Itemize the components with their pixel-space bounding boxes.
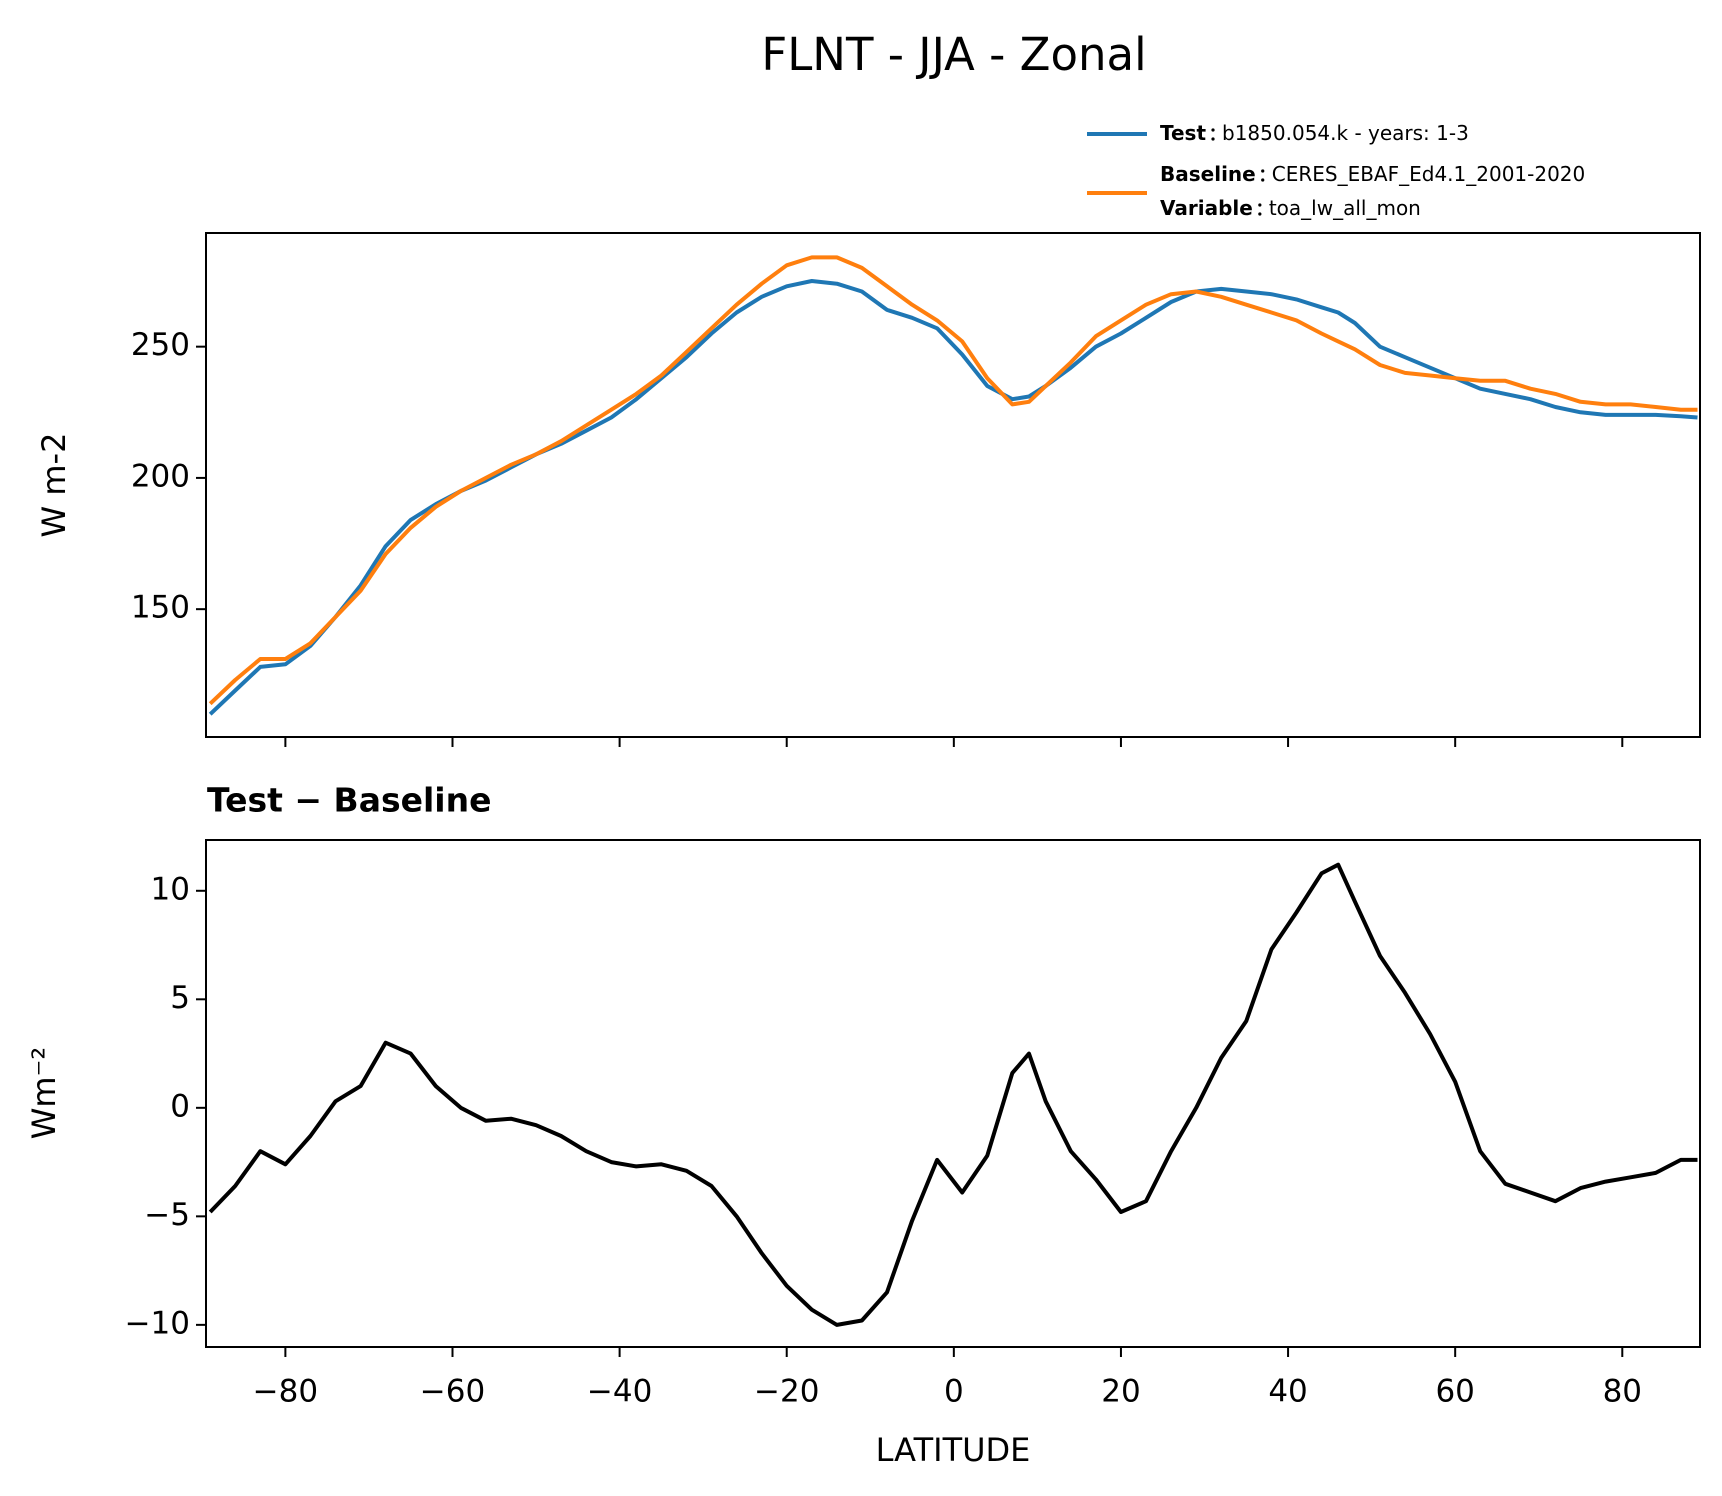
x-tick-label: 20	[1101, 1374, 1140, 1410]
legend-text: Test b1850.054.k - years: 1-3	[1160, 121, 1469, 145]
separator-dot	[1211, 137, 1215, 141]
x-tick-label: −40	[587, 1374, 652, 1410]
x-tick-label: 80	[1603, 1374, 1642, 1410]
separator-dot	[1258, 203, 1262, 207]
legend-name: Variable	[1160, 196, 1253, 220]
y-tick-label: −10	[125, 1305, 190, 1341]
legend-text: Variable toa_lw_all_mon	[1160, 196, 1421, 220]
x-tick-label: 40	[1268, 1374, 1307, 1410]
legend-text: Baseline CERES_EBAF_Ed4.1_2001-2020	[1160, 162, 1585, 186]
legend-description: b1850.054.k - years: 1-3	[1222, 121, 1469, 145]
y-tick-label: 150	[131, 590, 190, 626]
x-tick-label: −80	[253, 1374, 318, 1410]
separator-dot	[1258, 212, 1262, 216]
x-tick-label: −60	[420, 1374, 485, 1410]
y-tick-label: 10	[151, 871, 190, 907]
y-axis-label: W m-2	[35, 433, 73, 538]
separator-dot	[1211, 128, 1215, 132]
legend-description: toa_lw_all_mon	[1269, 196, 1421, 220]
x-tick-label: −20	[754, 1374, 819, 1410]
separator-dot	[1261, 169, 1265, 173]
panel-title: Test − Baseline	[207, 781, 492, 820]
separator-dot	[1261, 178, 1265, 182]
x-tick-label: 0	[944, 1374, 964, 1410]
series-line	[208, 862, 1698, 1327]
legend-name: Test	[1160, 121, 1206, 145]
x-axis-label: LATITUDE	[876, 1431, 1031, 1469]
legend-name: Baseline	[1160, 162, 1256, 186]
y-tick-label: −5	[144, 1197, 190, 1233]
series-line	[208, 255, 1698, 706]
y-axis-label: Wm⁻²	[25, 1047, 63, 1140]
y-tick-label: 200	[131, 458, 190, 494]
y-tick-label: 250	[131, 327, 190, 363]
figure-title: FLNT - JJA - Zonal	[761, 28, 1146, 81]
y-tick-label: 0	[170, 1088, 190, 1124]
x-tick-label: 60	[1435, 1374, 1474, 1410]
y-tick-label: 5	[170, 980, 190, 1016]
legend-description: CERES_EBAF_Ed4.1_2001-2020	[1272, 162, 1586, 186]
